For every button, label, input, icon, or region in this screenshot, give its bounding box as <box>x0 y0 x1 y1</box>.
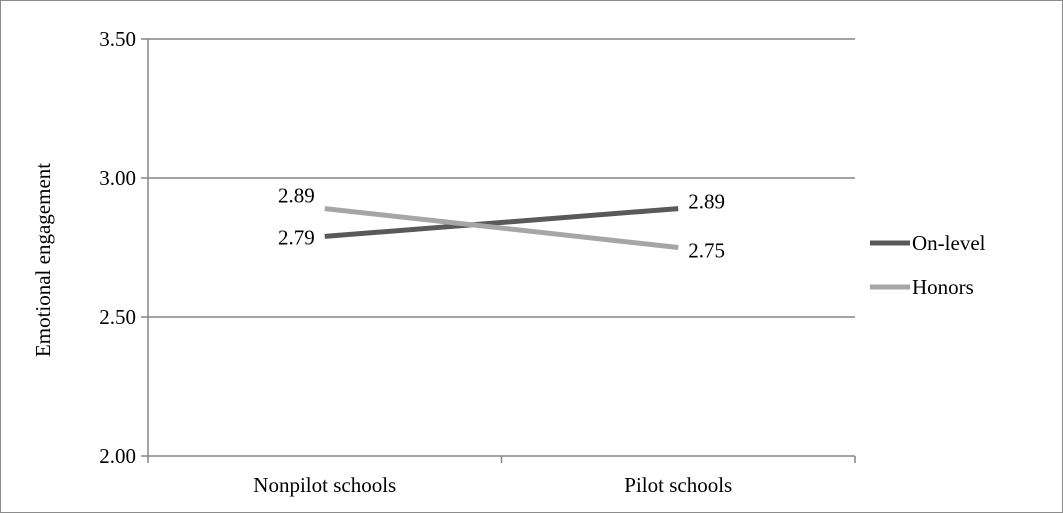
y-tick-label: 2.00 <box>99 444 136 468</box>
x-tick-label: Pilot schools <box>624 473 732 497</box>
legend-label: On-level <box>912 231 986 255</box>
data-label: 2.75 <box>688 239 725 263</box>
legend-label: Honors <box>912 275 974 299</box>
data-labels: 2.79 2.89 2.89 2.75 <box>278 184 725 263</box>
data-label: 2.79 <box>278 225 315 249</box>
series-line-honors <box>324 206 679 250</box>
axes: 2.00 2.50 3.00 3.50 Nonpilot schools Pilot sc… <box>99 27 856 497</box>
y-tick-label: 3.50 <box>99 27 136 51</box>
y-tick-label: 3.00 <box>99 166 136 190</box>
y-tick-label: 2.50 <box>99 305 136 329</box>
legend: On-level Honors <box>870 231 986 299</box>
gridlines <box>148 38 855 318</box>
data-label: 2.89 <box>278 184 315 208</box>
series-lines <box>324 206 679 250</box>
x-tick-label: Nonpilot schools <box>253 473 396 497</box>
data-label: 2.89 <box>688 190 725 214</box>
series-line-on-level <box>324 206 679 239</box>
y-axis-title: Emotional engagement <box>31 163 55 357</box>
